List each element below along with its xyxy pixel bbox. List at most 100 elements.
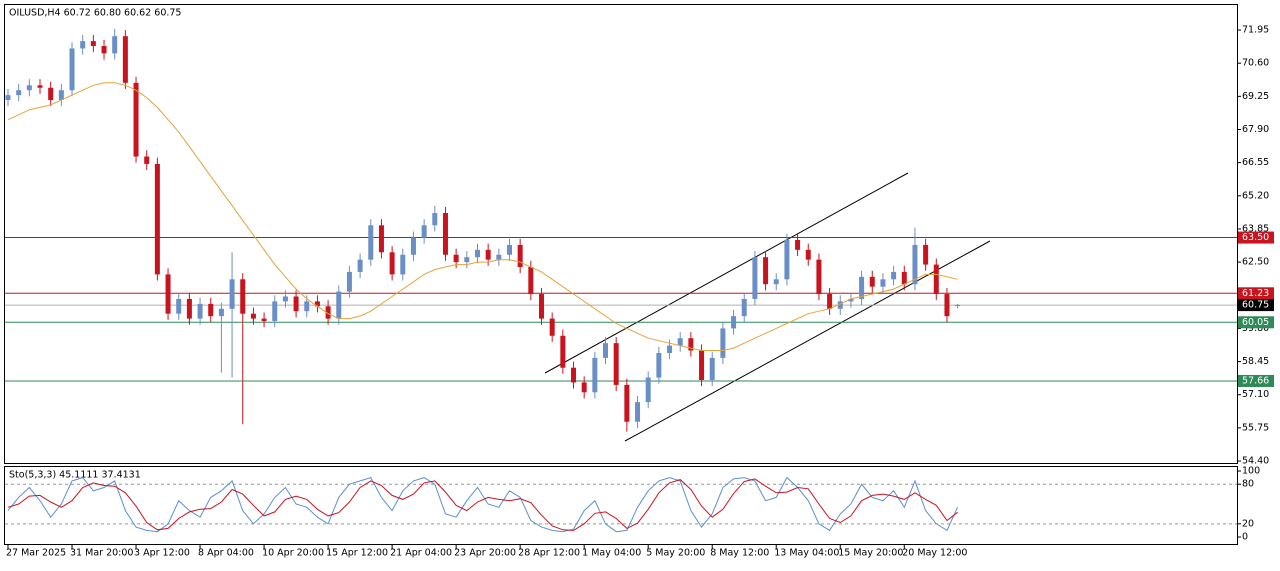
candle-body — [752, 257, 758, 299]
candle-body — [133, 82, 139, 157]
candle-body — [816, 259, 822, 295]
candle-body — [635, 402, 641, 422]
candle-body — [357, 259, 363, 272]
x-tick-label: 1 May 04:00 — [582, 548, 641, 559]
candle-body — [539, 294, 544, 319]
candle-body — [667, 345, 673, 353]
candle-body — [474, 249, 480, 258]
x-tick-label: 15 May 20:00 — [838, 548, 903, 559]
oscillator-title: Sto(5,3,3) 45.1111 37.4131 — [9, 470, 141, 481]
candle-body — [218, 308, 224, 317]
level-label: 61.23 — [1242, 288, 1269, 299]
candle-body — [250, 313, 256, 319]
candle-body — [400, 254, 406, 275]
candle-body — [731, 316, 737, 329]
x-tick-label: 23 Apr 20:00 — [454, 548, 516, 559]
y-tick-label: 54.40 — [1242, 456, 1269, 467]
candle-body — [624, 384, 630, 422]
candle-body — [378, 225, 384, 253]
candle-body — [923, 244, 929, 265]
x-tick-label: 21 Apr 04:00 — [390, 548, 452, 559]
candle-body — [613, 343, 619, 385]
candle-body — [592, 357, 598, 393]
candle-body — [304, 301, 310, 312]
candle-body — [368, 225, 374, 260]
candle-body — [240, 279, 246, 314]
candle-body — [464, 257, 470, 263]
level-label: 60.75 — [1242, 300, 1269, 311]
candle-body — [560, 335, 566, 368]
level-label: 60.05 — [1242, 317, 1269, 328]
level-label-box — [1238, 287, 1274, 300]
candle-body — [293, 296, 299, 312]
y-tick-label: 65.20 — [1242, 190, 1269, 201]
candle-body — [389, 252, 395, 275]
candle-body — [709, 357, 715, 380]
level-label-box — [1238, 231, 1274, 244]
x-tick-label: 20 May 12:00 — [902, 548, 967, 559]
candle-body — [741, 298, 747, 317]
oscillator-line — [7, 478, 958, 531]
candle-body — [5, 95, 11, 101]
candle-body — [346, 271, 352, 292]
candle-body — [720, 328, 726, 358]
level-label: 57.66 — [1242, 375, 1269, 386]
candle-body — [773, 279, 779, 285]
candle-body — [549, 318, 555, 336]
candle-body — [69, 48, 75, 91]
candle-body — [229, 279, 235, 309]
x-tick-label: 15 Apr 12:00 — [326, 548, 388, 559]
y-tick-label: 62.50 — [1242, 257, 1269, 268]
candle-body — [442, 212, 448, 255]
y-tick-label: 20 — [1242, 518, 1254, 529]
candle-body — [763, 257, 769, 285]
moving-average — [7, 82, 958, 351]
candle-body — [645, 377, 651, 403]
y-tick-label: 58.45 — [1242, 356, 1269, 367]
candle-body — [944, 294, 950, 317]
y-tick-label: 0 — [1242, 532, 1248, 543]
y-tick-label: 66.55 — [1242, 157, 1269, 168]
candle-body — [869, 276, 875, 287]
candle-body — [432, 212, 438, 226]
y-tick-label: 69.25 — [1242, 91, 1269, 102]
x-tick-label: 28 Apr 12:00 — [518, 548, 580, 559]
candle-body — [144, 156, 150, 164]
candle-body — [197, 303, 203, 319]
candle-body — [325, 306, 331, 319]
x-tick-label: 27 Mar 2025 — [6, 548, 66, 559]
x-tick-label: 31 Mar 20:00 — [70, 548, 133, 559]
y-tick-label: 67.90 — [1242, 124, 1269, 135]
candle-body — [677, 338, 683, 346]
candle-body — [784, 240, 790, 280]
level-label: 63.50 — [1242, 232, 1269, 243]
x-tick-label: 8 May 12:00 — [710, 548, 769, 559]
y-tick-label: 55.75 — [1242, 422, 1269, 433]
candle-body — [880, 279, 886, 287]
candle-body — [101, 45, 107, 54]
candle-body — [795, 240, 801, 250]
main-panel — [4, 4, 1238, 464]
x-tick-label: 13 May 04:00 — [774, 548, 839, 559]
candle-body — [571, 367, 577, 383]
candle-body — [336, 291, 342, 319]
candle-body — [26, 85, 32, 91]
candle-body — [656, 352, 662, 378]
candle-body — [58, 90, 64, 101]
candle-body — [581, 382, 587, 393]
y-tick-label: 70.60 — [1242, 58, 1269, 69]
candle-body — [528, 267, 534, 295]
candle-body — [891, 271, 897, 280]
y-tick-label: 71.95 — [1242, 25, 1269, 36]
candle-body — [282, 296, 288, 302]
candle-body — [901, 271, 907, 285]
y-tick-label: 57.10 — [1242, 389, 1269, 400]
y-tick-label: 100 — [1242, 466, 1260, 477]
candle-body — [699, 350, 705, 380]
candle-body — [837, 301, 843, 309]
candle-body — [165, 274, 171, 314]
candle-body — [496, 254, 502, 260]
y-tick-label: 63.85 — [1242, 223, 1269, 234]
x-tick-label: 5 May 20:00 — [646, 548, 705, 559]
